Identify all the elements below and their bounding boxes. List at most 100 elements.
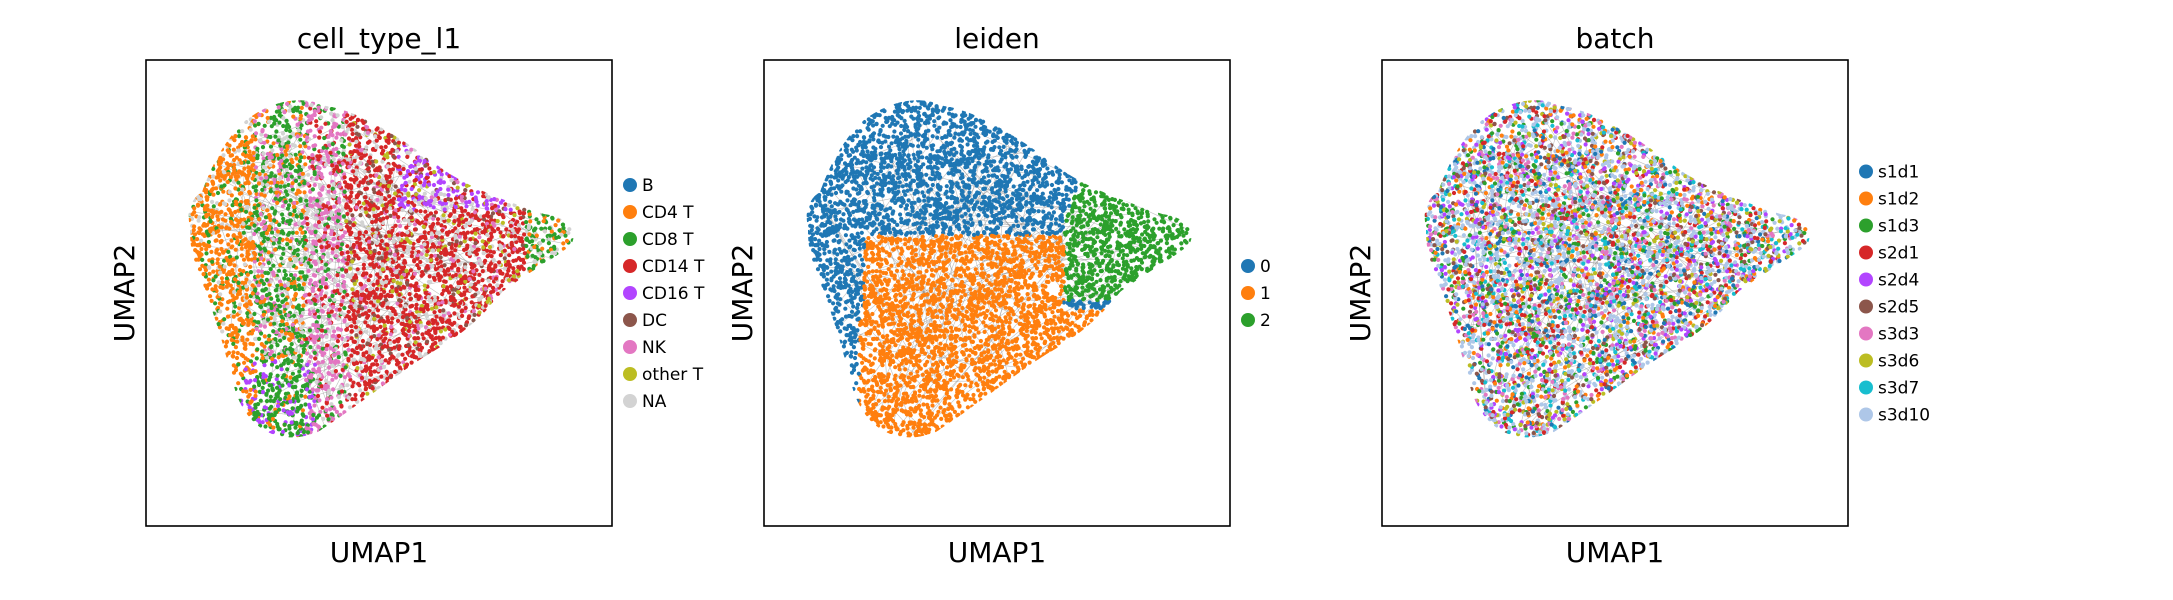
data-points — [188, 100, 574, 438]
data-point — [438, 186, 443, 192]
data-point — [298, 137, 303, 142]
data-point — [302, 372, 307, 377]
data-point — [438, 180, 443, 185]
data-point — [275, 365, 280, 370]
data-point — [325, 224, 331, 229]
data-point — [380, 381, 385, 386]
data-point — [305, 221, 310, 227]
data-point — [252, 256, 257, 261]
data-point — [315, 209, 320, 214]
data-point — [340, 124, 345, 130]
data-point — [413, 328, 418, 333]
data-point — [273, 174, 278, 179]
data-point — [340, 242, 345, 247]
data-point — [373, 219, 378, 224]
data-point — [350, 397, 355, 402]
data-point — [319, 328, 324, 333]
data-point — [222, 258, 227, 263]
data-point — [442, 192, 447, 197]
data-point — [446, 192, 451, 198]
data-point — [406, 239, 411, 244]
data-point — [205, 182, 210, 187]
data-point — [357, 271, 362, 276]
data-point — [330, 246, 335, 251]
data-point — [414, 306, 419, 311]
data-point — [221, 189, 226, 194]
data-point — [407, 172, 413, 177]
data-point — [251, 250, 257, 255]
data-point — [329, 212, 334, 218]
data-point — [285, 101, 290, 106]
data-point — [470, 206, 475, 211]
data-point — [253, 389, 258, 394]
data-point — [282, 184, 287, 189]
data-point — [262, 324, 267, 329]
data-point — [525, 254, 530, 259]
data-point — [315, 165, 320, 170]
data-point — [363, 255, 368, 260]
data-point — [248, 411, 253, 416]
data-point — [314, 176, 319, 181]
data-point — [344, 327, 349, 332]
data-point — [360, 220, 365, 225]
data-point — [469, 262, 474, 267]
data-point — [259, 132, 264, 137]
data-point — [317, 192, 322, 197]
data-point — [350, 131, 355, 137]
data-point — [410, 250, 415, 255]
data-point — [469, 230, 475, 235]
data-point — [303, 162, 308, 167]
data-point — [427, 349, 432, 354]
data-point — [331, 243, 336, 248]
data-point — [371, 362, 376, 367]
data-point — [424, 252, 429, 257]
data-point — [192, 198, 197, 203]
data-point — [358, 213, 363, 218]
data-point — [237, 398, 242, 403]
data-point — [263, 286, 268, 292]
data-point — [232, 166, 237, 171]
data-point — [317, 238, 322, 243]
data-point — [501, 215, 506, 220]
data-point — [288, 198, 293, 203]
data-point — [429, 253, 434, 258]
data-point — [231, 233, 236, 238]
data-point — [452, 219, 457, 224]
data-point — [481, 214, 486, 219]
data-point — [277, 303, 282, 308]
data-point — [359, 155, 364, 160]
data-point — [493, 263, 498, 268]
data-point — [358, 160, 363, 166]
data-point — [320, 248, 325, 253]
data-point — [298, 144, 303, 149]
data-point — [251, 173, 256, 178]
data-point — [425, 172, 430, 177]
data-point — [299, 326, 304, 331]
data-point — [337, 168, 342, 173]
data-point — [378, 271, 383, 276]
data-point — [355, 350, 360, 356]
data-point — [530, 253, 535, 258]
data-point — [480, 239, 485, 244]
data-point — [259, 176, 264, 181]
data-point — [228, 283, 233, 288]
data-point — [313, 356, 318, 361]
data-point — [352, 303, 357, 308]
data-point — [297, 240, 302, 245]
data-point — [450, 228, 455, 234]
data-point — [331, 387, 336, 392]
data-point — [490, 227, 495, 232]
data-point — [279, 329, 284, 334]
data-point — [458, 273, 463, 278]
data-point — [273, 288, 278, 293]
connectivity-line — [253, 409, 293, 416]
data-point — [211, 269, 216, 274]
data-point — [272, 218, 277, 223]
data-point — [456, 258, 461, 264]
data-point — [325, 272, 330, 277]
data-point — [405, 169, 411, 174]
data-point — [361, 180, 366, 185]
data-point — [299, 286, 304, 291]
data-point — [367, 239, 372, 244]
data-point — [238, 309, 243, 314]
